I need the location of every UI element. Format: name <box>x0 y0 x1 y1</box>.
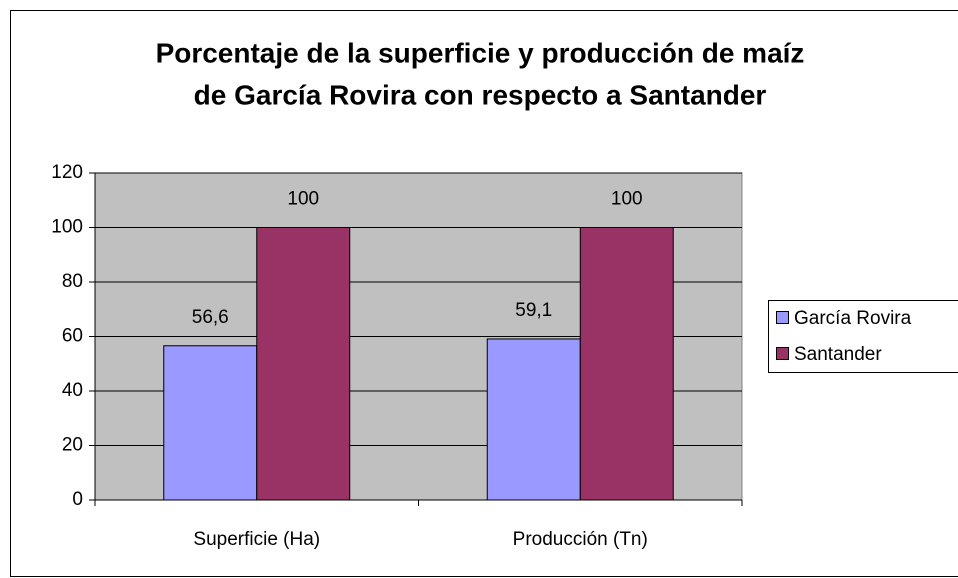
y-tick-label: 20 <box>62 435 83 456</box>
y-tick-label: 60 <box>62 326 83 347</box>
y-tick-label: 120 <box>51 162 83 183</box>
x-tick-label: Producción (Tn) <box>513 529 648 550</box>
data-label: 59,1 <box>515 300 552 321</box>
x-tick-label: Superficie (Ha) <box>193 529 320 550</box>
bar <box>579 227 674 501</box>
chart-title: de García Rovira con respecto a Santande… <box>194 79 767 110</box>
chart-title: Porcentaje de la superficie y producción… <box>156 37 805 68</box>
y-tick-label: 100 <box>51 217 83 238</box>
y-tick-label: 80 <box>62 271 83 292</box>
bar <box>256 227 351 501</box>
data-label: 100 <box>611 189 643 210</box>
legend <box>768 300 958 373</box>
legend-label: Santander <box>794 344 882 365</box>
legend-swatch <box>776 347 789 360</box>
y-tick-label: 40 <box>62 380 83 401</box>
data-label: 100 <box>287 189 319 210</box>
bar <box>486 338 581 501</box>
y-tick-label: 0 <box>72 489 83 510</box>
bar <box>163 345 258 501</box>
data-label: 56,6 <box>192 307 229 328</box>
legend-swatch <box>776 311 789 324</box>
legend-label: García Rovira <box>794 308 912 329</box>
